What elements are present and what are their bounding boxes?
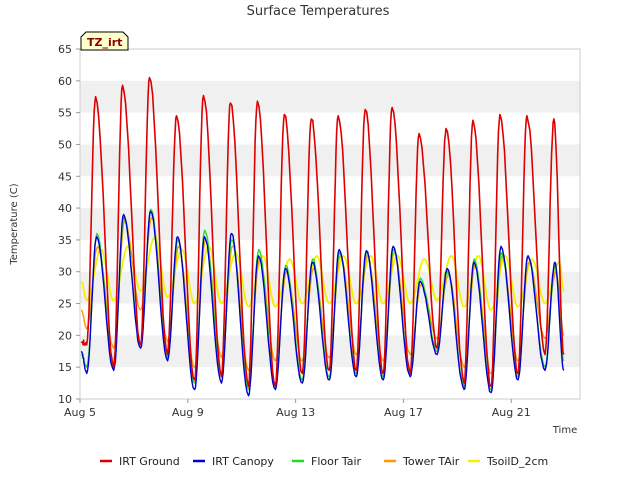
y-axis-label: Temperature (C) bbox=[9, 183, 20, 265]
legend-label: Floor Tair bbox=[311, 455, 362, 468]
irt-ground-line bbox=[80, 76, 565, 388]
y-tick-label: 30 bbox=[58, 266, 72, 279]
y-tick-label: 25 bbox=[58, 298, 72, 311]
y-tick-label: 50 bbox=[58, 138, 72, 151]
chart-title: Surface Temperatures bbox=[247, 4, 390, 19]
badge-label: TZ_irt bbox=[87, 36, 122, 49]
y-axis: 10 15 20 25 30 35 40 45 50 55 60 65 bbox=[58, 43, 80, 406]
y-tick-label: 55 bbox=[58, 107, 72, 120]
badge-shape bbox=[80, 31, 129, 51]
y-tick-label: 10 bbox=[58, 393, 72, 406]
x-tick-label: Aug 13 bbox=[276, 406, 315, 419]
grid-band bbox=[80, 271, 580, 304]
irt-canopy-line bbox=[80, 210, 565, 397]
legend-label: TsoilD_2cm bbox=[486, 455, 548, 468]
y-tick-label: 40 bbox=[58, 202, 72, 215]
x-tick-label: Aug 21 bbox=[492, 406, 531, 419]
x-tick-label: Aug 17 bbox=[384, 406, 423, 419]
y-tick-label: 20 bbox=[58, 329, 72, 342]
series-layer bbox=[80, 76, 565, 397]
x-axis: Aug 5 Aug 9 Aug 13 Aug 17 Aug 21 bbox=[64, 399, 531, 419]
tz-irt-badge: TZ_irt bbox=[80, 31, 129, 51]
legend-label: IRT Canopy bbox=[212, 455, 274, 468]
y-tick-label: 45 bbox=[58, 170, 72, 183]
legend-label: Tower TAir bbox=[402, 455, 460, 468]
x-tick-label: Aug 5 bbox=[64, 406, 96, 419]
plot-frame bbox=[79, 48, 581, 400]
y-tick-label: 65 bbox=[58, 43, 72, 56]
legend-label: IRT Ground bbox=[119, 455, 180, 468]
y-tick-label: 15 bbox=[58, 361, 72, 374]
x-axis-label: Time bbox=[552, 425, 577, 436]
tsoil-line bbox=[80, 235, 565, 311]
grid-band bbox=[80, 80, 580, 113]
legend: IRT Ground IRT Canopy Floor Tair Tower TAir… bbox=[100, 455, 548, 468]
y-tick-label: 60 bbox=[58, 75, 72, 88]
y-tick-label: 35 bbox=[58, 234, 72, 247]
x-tick-label: Aug 9 bbox=[172, 406, 204, 419]
